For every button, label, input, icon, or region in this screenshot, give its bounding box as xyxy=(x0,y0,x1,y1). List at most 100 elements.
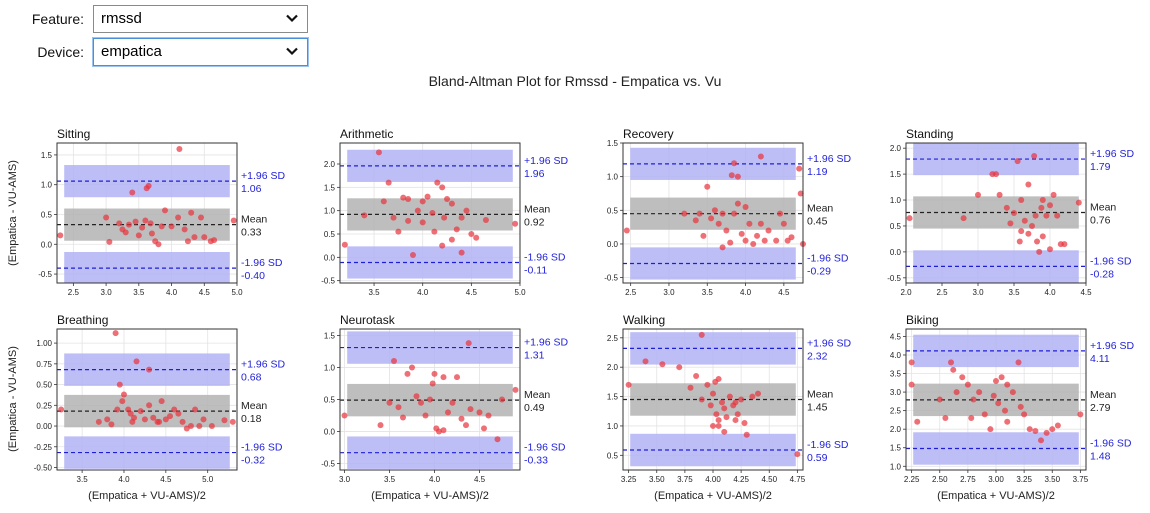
feature-select[interactable]: rmssd xyxy=(93,5,308,33)
mean-label: Mean xyxy=(807,389,833,401)
data-point xyxy=(458,415,465,422)
panel-title: Recovery xyxy=(623,127,674,141)
lower-limit-label: -1.96 SD xyxy=(524,251,566,263)
data-point xyxy=(1004,418,1011,425)
data-point xyxy=(162,207,168,214)
y-tick-label: 1.5 xyxy=(890,444,902,453)
mean-label: Mean xyxy=(1090,389,1116,401)
y-tick-label: 0.0 xyxy=(41,240,53,249)
axes-frame xyxy=(56,142,238,284)
device-select[interactable]: empatica xyxy=(93,38,308,66)
y-tick-label: -0.5 xyxy=(604,274,618,283)
data-point xyxy=(95,418,102,425)
lower-limit-label: -1.96 SD xyxy=(1090,255,1132,267)
y-tick-label: 4.0 xyxy=(890,351,902,360)
data-point xyxy=(494,436,501,443)
feature-label: Feature: xyxy=(31,11,84,27)
upper-limit-label: +1.96 SD xyxy=(1090,340,1134,352)
lower-limit-value: -0.29 xyxy=(807,265,831,277)
data-point xyxy=(1043,212,1050,219)
x-tick-label: 4.0 xyxy=(118,475,130,484)
data-point xyxy=(175,410,182,417)
data-point xyxy=(463,207,470,214)
data-point xyxy=(1011,210,1017,216)
data-point xyxy=(453,226,460,233)
data-point xyxy=(208,423,215,430)
x-tick-label: 3.00 xyxy=(988,475,1004,484)
data-point xyxy=(441,214,448,221)
panel-title: Arithmetic xyxy=(340,127,393,141)
upper-limit-label: +1.96 SD xyxy=(807,153,851,165)
data-point xyxy=(757,220,764,227)
y-tick-label: 1.5 xyxy=(41,151,53,160)
mean-value: 1.45 xyxy=(807,402,828,414)
y-tick-label: 1.5 xyxy=(607,393,619,402)
data-point xyxy=(1043,429,1050,436)
data-point xyxy=(141,416,148,423)
data-point xyxy=(114,406,121,413)
x-tick-label: 4.0 xyxy=(417,288,429,297)
data-point xyxy=(765,227,772,234)
panel-title: Sitting xyxy=(57,127,90,141)
mean-value: 2.79 xyxy=(1090,402,1111,414)
data-point xyxy=(750,240,757,247)
data-point xyxy=(719,244,726,251)
y-tick-label: 0.75 xyxy=(36,360,52,369)
data-point xyxy=(57,232,64,239)
x-tick-label: 2.5 xyxy=(625,288,637,297)
y-tick-label: 0.5 xyxy=(890,222,902,231)
data-point xyxy=(1050,191,1057,198)
data-point xyxy=(1021,217,1028,224)
y-tick-label: 2.0 xyxy=(890,144,902,153)
x-axis-label: (Empatica + VU-AMS)/2 xyxy=(371,490,489,502)
x-tick-label: 4.0 xyxy=(429,475,441,484)
data-point xyxy=(1018,197,1025,204)
x-tick-label: 2.5 xyxy=(936,288,948,297)
data-point xyxy=(167,413,174,420)
data-point xyxy=(715,422,722,429)
lower-limit-value: -0.33 xyxy=(524,455,548,467)
data-point xyxy=(1061,241,1068,248)
data-point xyxy=(409,252,416,258)
y-tick-label: 1.5 xyxy=(324,183,336,192)
x-tick-label: 3.75 xyxy=(677,475,693,484)
data-point xyxy=(131,414,138,421)
data-point xyxy=(719,399,725,406)
x-tick-label: 4.5 xyxy=(160,475,172,484)
data-point xyxy=(1054,422,1061,429)
data-point xyxy=(693,373,700,379)
data-point xyxy=(723,227,730,234)
data-point xyxy=(681,210,688,217)
data-point xyxy=(676,364,683,371)
data-point xyxy=(139,224,146,231)
y-tick-label: 1.0 xyxy=(890,462,902,471)
data-point xyxy=(106,238,113,245)
data-point xyxy=(419,219,426,226)
data-point xyxy=(465,340,472,347)
mean-value: 0.49 xyxy=(524,402,545,414)
data-point xyxy=(642,358,649,365)
data-point xyxy=(444,196,451,202)
y-tick-label: 1.0 xyxy=(890,196,902,205)
panel-title: Neurotask xyxy=(340,313,396,327)
x-tick-label: 3.5 xyxy=(368,288,380,297)
lower-limit-band xyxy=(913,432,1079,465)
x-tick-label: 4.5 xyxy=(778,288,790,297)
upper-limit-value: 1.19 xyxy=(807,166,828,178)
data-point xyxy=(122,229,129,236)
data-point xyxy=(1032,428,1039,435)
data-point xyxy=(133,358,140,365)
data-point xyxy=(404,370,411,377)
data-point xyxy=(950,366,957,373)
y-tick-label: 1.00 xyxy=(36,339,52,348)
lower-limit-value: -0.28 xyxy=(1090,268,1114,280)
x-tick-label: 3.50 xyxy=(649,475,665,484)
data-point xyxy=(431,228,438,235)
data-point xyxy=(715,417,722,424)
data-point xyxy=(700,232,707,239)
mean-value: 0.33 xyxy=(241,227,262,239)
y-axis-label-top: (Empatica - VU-AMS) xyxy=(7,160,19,266)
data-point xyxy=(419,198,426,205)
y-tick-label: -0.5 xyxy=(887,274,901,283)
lower-limit-band xyxy=(630,247,796,280)
